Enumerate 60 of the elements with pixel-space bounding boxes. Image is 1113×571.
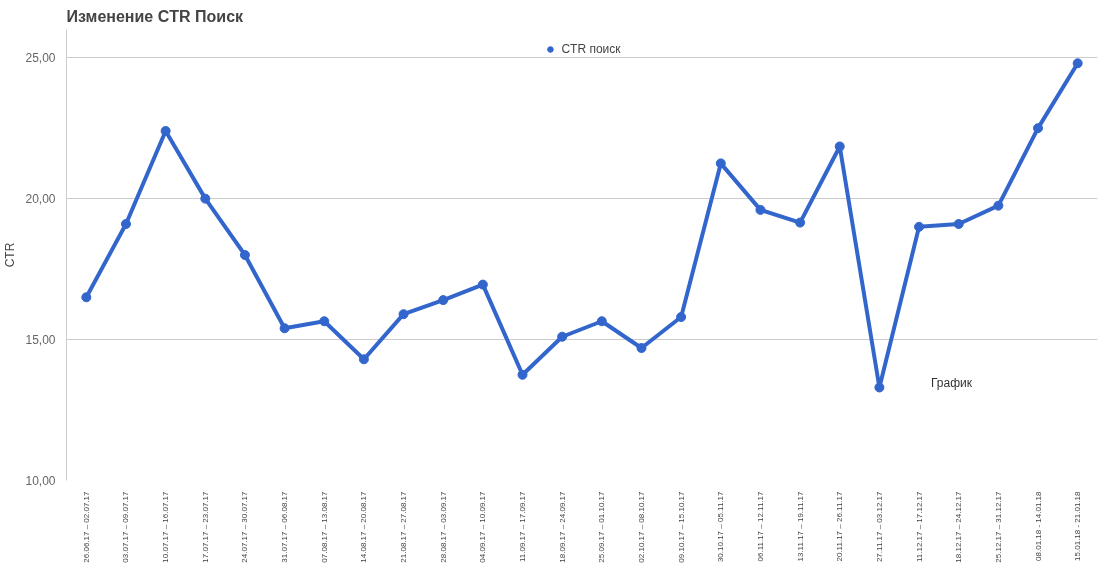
- x-tick-label: 03.07.17 – 09.07.17: [121, 490, 131, 563]
- point: [676, 312, 687, 322]
- y-tick-label: 25,00: [25, 51, 56, 66]
- x-tick-label: 25.12.17 – 31.12.17: [993, 490, 1003, 563]
- point: [596, 316, 607, 327]
- point: [834, 141, 845, 152]
- point: [914, 221, 925, 232]
- point: [358, 354, 369, 365]
- point: [319, 316, 330, 327]
- point: [438, 295, 449, 306]
- legend-label: CTR поиск: [561, 42, 621, 56]
- point: [477, 279, 488, 290]
- point: [81, 292, 92, 303]
- point: [993, 200, 1004, 211]
- point: [715, 158, 726, 169]
- point: [755, 204, 766, 215]
- point: [874, 382, 885, 393]
- x-tick-label: 27.11.17 – 03.12.17: [874, 490, 884, 563]
- x-tick-label: 14.08.17 – 20.08.17: [359, 490, 369, 563]
- x-tick-label: 11.09.17 – 17.09.17: [518, 490, 528, 563]
- point: [239, 250, 250, 260]
- y-axis-title: CTR: [3, 242, 18, 268]
- point: [636, 343, 647, 354]
- point: [1033, 123, 1044, 134]
- point: [120, 219, 131, 229]
- point: [953, 219, 964, 229]
- x-tick-label: 02.10.17 – 08.10.17: [636, 490, 646, 563]
- x-tick-label: 28.08.17 – 03.09.17: [438, 490, 448, 563]
- x-tick-label: 13.11.17 – 19.11.17: [795, 490, 805, 562]
- x-tick-label: 30.10.17 – 05.11.17: [716, 490, 726, 563]
- x-tick-label: 26.06.17 – 02.07.17: [81, 490, 91, 563]
- x-tick-label: 18.09.17 – 24.09.17: [557, 490, 567, 563]
- x-tick-label: 15.01.18 - 21.01.18: [1073, 490, 1083, 561]
- point: [795, 217, 806, 228]
- x-tick-label: 07.08.17 – 13.08.17: [319, 490, 329, 563]
- x-tick-label: 04.09.17 – 10.09.17: [478, 490, 488, 563]
- x-tick-label: 10.07.17 – 16.07.17: [161, 490, 171, 563]
- y-tick-label: 10,00: [25, 474, 56, 488]
- x-tick-label: 20.11.17 – 26.11.17: [835, 490, 845, 562]
- point: [517, 369, 528, 380]
- x-tick-label: 18.12.17 – 24.12.17: [954, 490, 964, 563]
- x-tick-label: 17.07.17 – 23.07.17: [200, 490, 210, 563]
- annotation: График: [930, 376, 973, 391]
- x-tick-label: 24.07.17 – 30.07.17: [240, 490, 250, 563]
- point: [200, 193, 211, 204]
- point: [160, 125, 171, 136]
- point: [1072, 58, 1083, 69]
- x-tick-label: 31.07.17 – 06.08.17: [280, 490, 290, 563]
- y-tick-label: 20,00: [25, 192, 56, 207]
- point: [279, 323, 290, 334]
- point: [398, 309, 409, 320]
- x-tick-label: 08.01.18 - 14.01.18: [1033, 490, 1043, 561]
- x-tick-label: 11.12.17 – 17.12.17: [914, 490, 924, 563]
- chart-title: Изменение CTR Поиск: [66, 7, 245, 25]
- x-tick-label: 25.09.17 – 01.10.17: [597, 490, 607, 563]
- x-tick-label: 21.08.17 – 27.08.17: [399, 490, 409, 563]
- point: [557, 331, 568, 342]
- y-tick-label: 15,00: [25, 333, 56, 348]
- x-tick-label: 09.10.17 – 15.10.17: [676, 490, 686, 563]
- x-tick-label: 06.11.17 – 12.11.17: [755, 490, 765, 562]
